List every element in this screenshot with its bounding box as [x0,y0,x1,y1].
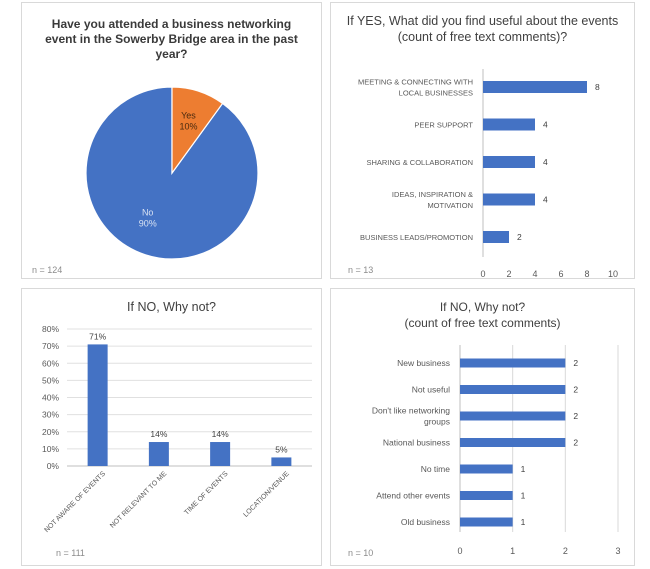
category-label: National business [383,438,450,448]
why-not-chart-panel: If NO, Why not? 0% 10% 20% 30% 40% 50% 60% 70% 8… [21,288,322,566]
why-not-comments-panel: If NO, Why not? (count of free text comm… [330,288,635,566]
pie-chart-title: Have you attended a business networking … [45,17,298,61]
useful-chart-panel: If YES, What did you find useful about t… [330,2,635,279]
pie-label-yes: Yes [181,110,196,120]
x-category-label: NOT AWARE OF EVENTS [43,470,107,534]
category-label: Old business [401,517,450,527]
x-tick-label: 0 [480,269,485,279]
bar-value-label: 2 [573,358,578,368]
bar-value-label: 2 [573,411,578,421]
why-not-comments-subtitle: (count of free text comments) [404,316,561,330]
category-label: Not useful [412,385,450,395]
category-label: groups [424,417,450,427]
pie-label-no: No [142,208,154,218]
y-tick-label: 30% [42,410,59,420]
x-category-label: LOCATION/VENUE [242,470,291,519]
category-label: IDEAS, INSPIRATION & [392,190,473,199]
y-tick-label: 80% [42,324,59,334]
column-value-label: 14% [212,429,229,439]
y-tick-label: 50% [42,375,59,385]
column-bar [148,442,169,466]
pie-slice-yes [171,86,224,175]
x-tick-label: 4 [532,269,537,279]
x-tick-label: 3 [615,546,620,556]
x-tick-label: 2 [506,269,511,279]
category-label: Attend other events [376,491,450,501]
pie-label-yes-pct: 10% [179,121,197,131]
useful-bar-chart: 8 MEETING & CONNECTING WITH LOCAL BUSINESS… [358,69,618,279]
column-bar [271,457,292,466]
why-not-comments-title: If NO, Why not? (count of free text comm… [341,299,624,331]
bar [460,491,513,500]
y-tick-label: 10% [42,444,59,454]
why-not-chart-title: If NO, Why not? [127,300,216,314]
x-tick-label: 6 [558,269,563,279]
bar-value-label: 2 [573,438,578,448]
bar [460,358,566,368]
category-label: BUSINESS LEADS/PROMOTION [360,233,473,242]
bar [460,411,566,421]
bar [483,156,535,168]
column-value-label: 5% [275,444,288,454]
pie-chart-panel: Have you attended a business networking … [21,2,322,279]
bar-value-label: 1 [521,517,526,527]
bar-value-label: 4 [543,195,548,205]
category-label: PEER SUPPORT [414,121,473,130]
bar-value-label: 1 [521,464,526,474]
x-tick-label: 2 [563,546,568,556]
pie-label-no-pct: 90% [139,219,157,229]
x-tick-label: 10 [608,269,618,279]
category-label: SHARING & COLLABORATION [366,158,473,167]
column-value-label: 14% [150,429,167,439]
x-tick-label: 1 [510,546,515,556]
bar-value-label: 2 [517,232,522,242]
category-label: Don't like networking [372,406,450,416]
useful-sample-size: n = 13 [348,265,374,275]
x-tick-label: 8 [584,269,589,279]
y-tick-label: 20% [42,427,59,437]
why-not-comments-bar-chart: 2 New business 2 Not useful 2 Don't like netw… [372,345,621,556]
bar [460,438,566,447]
column-value-label: 71% [89,331,106,341]
bar [483,118,535,131]
bar-value-label: 8 [595,82,600,92]
bar-value-label: 4 [543,157,548,167]
category-label: MEETING & CONNECTING WITH [358,78,473,87]
y-tick-label: 70% [42,341,59,351]
bar [460,385,566,394]
category-label: LOCAL BUSINESSES [399,89,473,98]
x-category-label: NOT RELEVANT TO ME [109,470,168,529]
pie-sample-size: n = 124 [32,265,63,275]
category-label: MOTIVATION [427,201,473,210]
x-tick-label: 0 [457,546,462,556]
bar [483,193,535,206]
why-not-sample-size: n = 111 [56,548,85,558]
why-not-column-chart: 0% 10% 20% 30% 40% 50% 60% 70% 80% 71% NOT AWARE O… [42,324,312,534]
why-not-comments-title-main: If NO, Why not? [439,300,526,314]
y-tick-label: 0% [47,461,60,471]
why-not-comments-sample-size: n = 10 [348,548,374,558]
bar [460,517,513,527]
useful-chart-title: If YES, What did you find useful about t… [346,14,619,44]
bar-value-label: 1 [521,491,526,501]
column-bar [87,344,108,466]
category-label: No time [421,464,451,474]
y-tick-label: 60% [42,358,59,368]
bar [483,81,587,93]
bar-value-label: 4 [543,120,548,130]
bar [460,464,513,474]
bar-value-label: 2 [573,385,578,395]
category-label: New business [397,358,450,368]
column-bar [210,442,231,466]
bar [483,231,509,243]
y-tick-label: 40% [42,393,59,403]
x-category-label: TIME OF EVENTS [183,470,229,516]
